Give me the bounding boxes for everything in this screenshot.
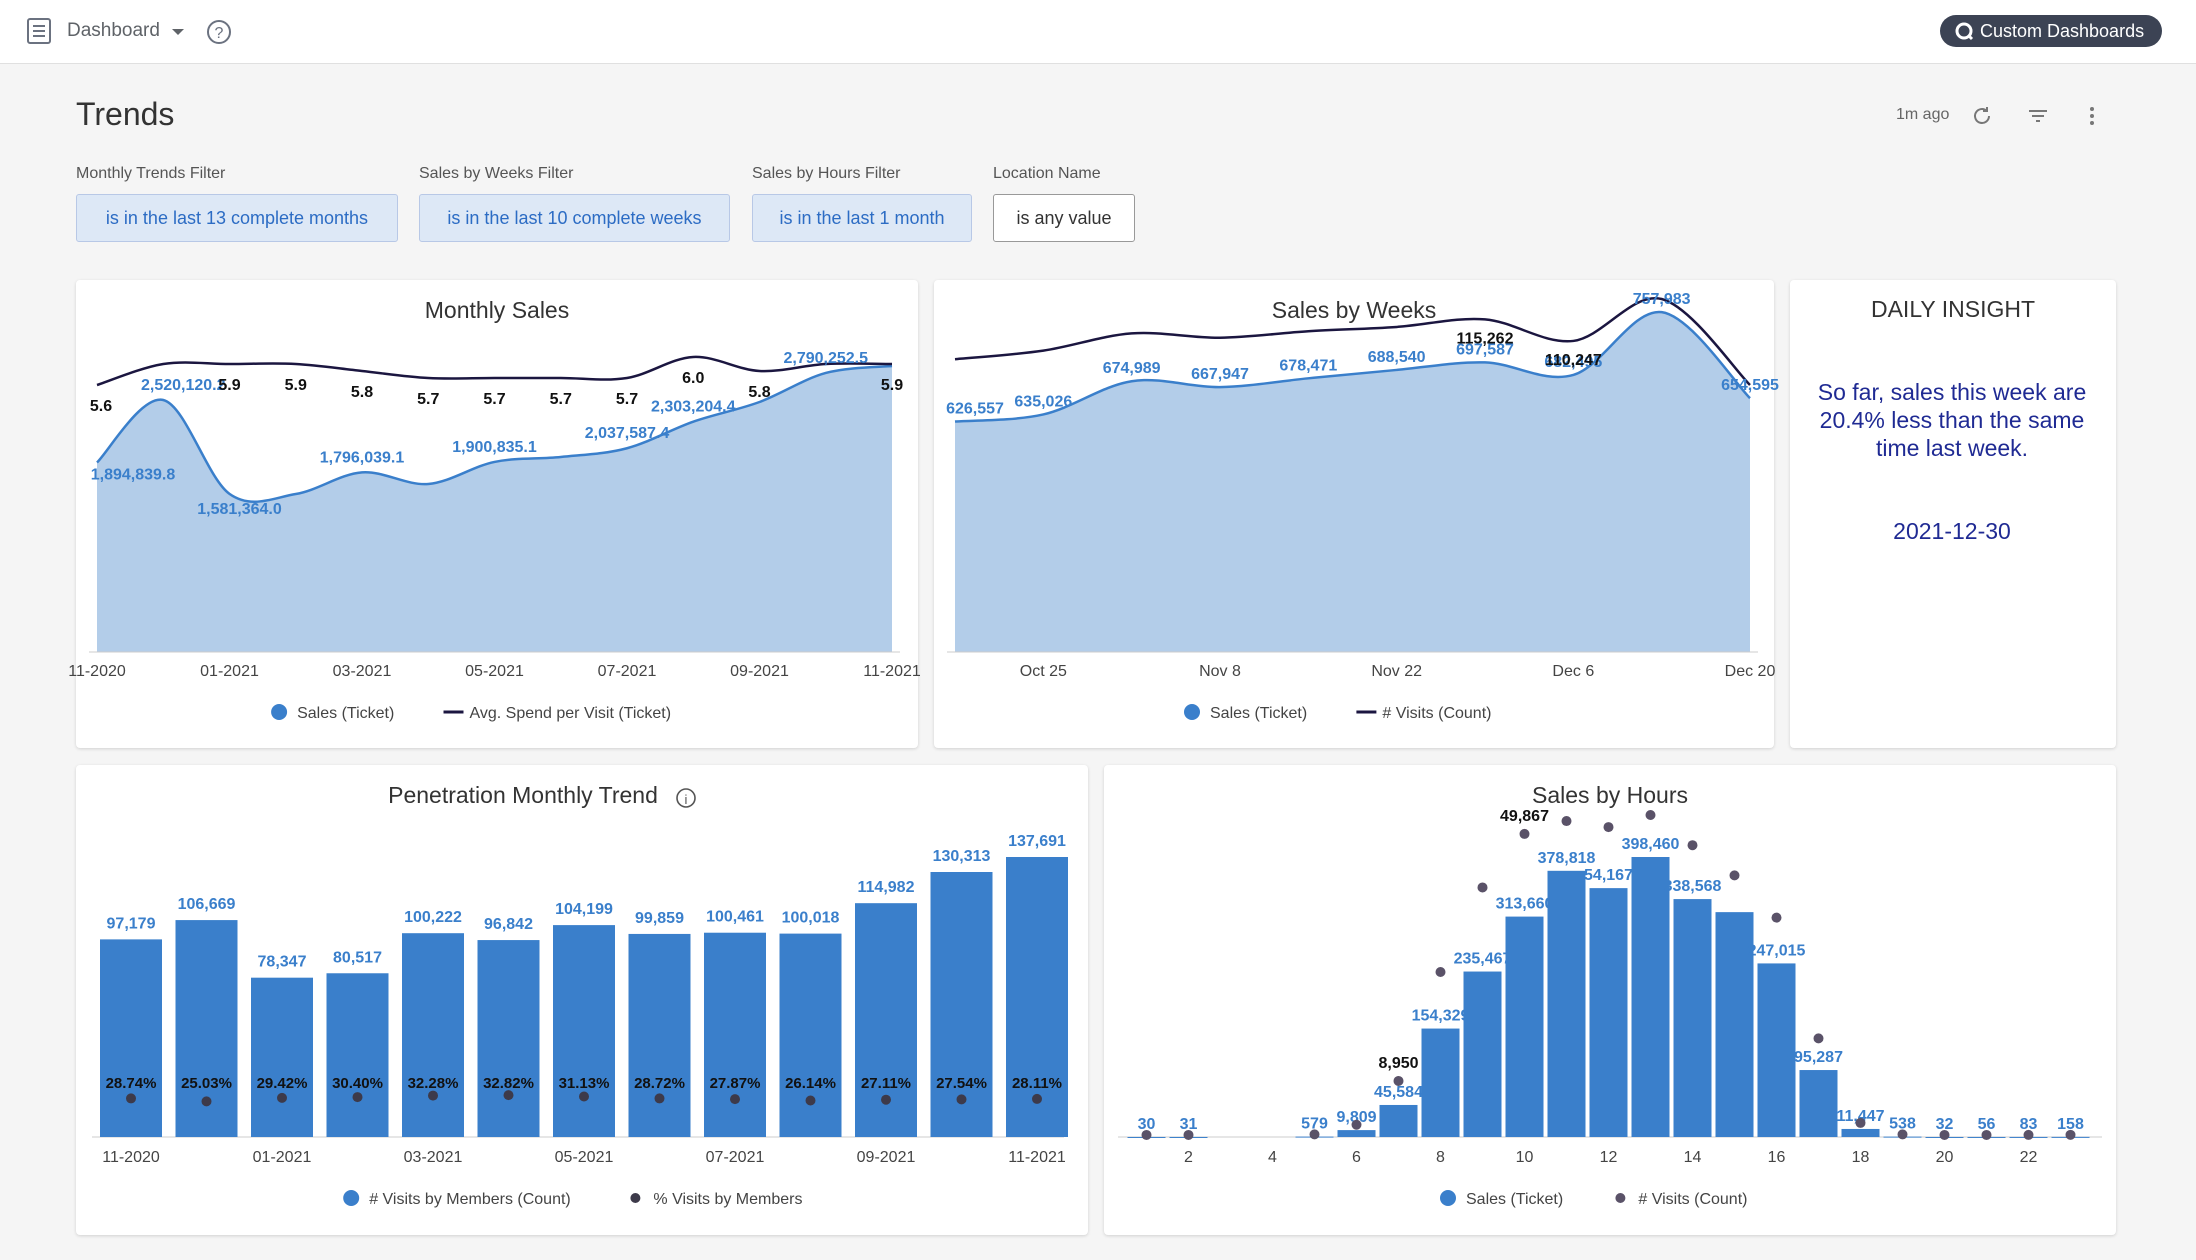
top-bar: Dashboard ? Custom Dashboards bbox=[0, 0, 2196, 64]
tile-monthly-sales bbox=[76, 280, 918, 748]
filter-sales-by-weeks[interactable]: is in the last 10 complete weeks bbox=[419, 194, 730, 242]
filter-label-weeks: Sales by Weeks Filter bbox=[419, 165, 574, 182]
filter-icon[interactable] bbox=[2026, 104, 2050, 128]
tile-penetration bbox=[76, 765, 1088, 1235]
insight-title: DAILY INSIGHT bbox=[1870, 296, 2036, 322]
tile-daily-insight bbox=[1790, 280, 2116, 748]
chevron-down-icon[interactable] bbox=[172, 29, 184, 35]
page-title: Trends bbox=[76, 96, 175, 132]
filter-label-hours: Sales by Hours Filter bbox=[752, 165, 901, 182]
last-updated: 1m ago bbox=[1896, 106, 1950, 123]
more-vert-icon[interactable] bbox=[2080, 104, 2104, 128]
dashboard-icon[interactable] bbox=[26, 17, 52, 45]
custom-dashboards-icon bbox=[1955, 22, 1974, 41]
tile-sales-by-weeks bbox=[934, 280, 1774, 748]
filter-label-monthly: Monthly Trends Filter bbox=[76, 165, 226, 182]
custom-dashboards-label: Custom Dashboards bbox=[1980, 21, 2145, 41]
custom-dashboards-button[interactable]: Custom Dashboards bbox=[1940, 15, 2162, 47]
filter-monthly-trends[interactable]: is in the last 13 complete months bbox=[76, 194, 398, 242]
refresh-icon[interactable] bbox=[1970, 104, 1994, 128]
svg-text:?: ? bbox=[215, 25, 224, 42]
dashboard-menu[interactable]: Dashboard bbox=[67, 20, 160, 41]
insight-text: So far, sales this week are 20.4% less t… bbox=[1817, 379, 2087, 461]
filter-location-name[interactable]: is any value bbox=[993, 194, 1135, 242]
insight-date: 2021-12-30 bbox=[1893, 518, 2011, 544]
filter-label-location: Location Name bbox=[993, 165, 1101, 182]
tile-sales-by-hours bbox=[1104, 765, 2116, 1235]
filter-sales-by-hours[interactable]: is in the last 1 month bbox=[752, 194, 972, 242]
help-icon[interactable]: ? bbox=[206, 19, 232, 45]
